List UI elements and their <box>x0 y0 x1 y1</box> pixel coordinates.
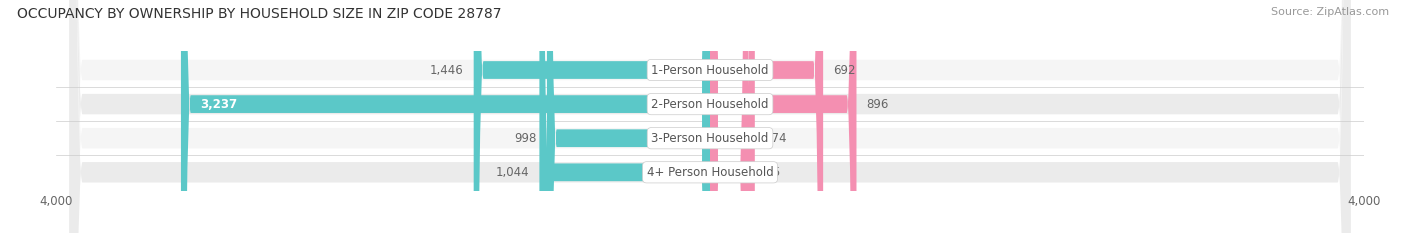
FancyBboxPatch shape <box>710 0 755 233</box>
Text: OCCUPANCY BY OWNERSHIP BY HOUSEHOLD SIZE IN ZIP CODE 28787: OCCUPANCY BY OWNERSHIP BY HOUSEHOLD SIZE… <box>17 7 502 21</box>
FancyBboxPatch shape <box>540 0 710 233</box>
FancyBboxPatch shape <box>710 0 748 233</box>
Text: 4+ Person Household: 4+ Person Household <box>647 166 773 179</box>
Text: 274: 274 <box>765 132 787 145</box>
Text: 998: 998 <box>515 132 537 145</box>
Text: Source: ZipAtlas.com: Source: ZipAtlas.com <box>1271 7 1389 17</box>
Text: 692: 692 <box>832 64 855 76</box>
FancyBboxPatch shape <box>547 0 710 233</box>
Text: 1,446: 1,446 <box>430 64 464 76</box>
FancyBboxPatch shape <box>69 0 1351 233</box>
Text: 1,044: 1,044 <box>496 166 530 179</box>
FancyBboxPatch shape <box>181 0 710 233</box>
Text: 896: 896 <box>866 98 889 111</box>
FancyBboxPatch shape <box>69 0 1351 233</box>
FancyBboxPatch shape <box>69 0 1351 233</box>
Text: 3-Person Household: 3-Person Household <box>651 132 769 145</box>
Text: 1-Person Household: 1-Person Household <box>651 64 769 76</box>
Text: 3,237: 3,237 <box>201 98 238 111</box>
FancyBboxPatch shape <box>69 0 1351 233</box>
Text: 2-Person Household: 2-Person Household <box>651 98 769 111</box>
FancyBboxPatch shape <box>710 0 823 233</box>
FancyBboxPatch shape <box>474 0 710 233</box>
FancyBboxPatch shape <box>710 0 856 233</box>
Text: 235: 235 <box>758 166 780 179</box>
